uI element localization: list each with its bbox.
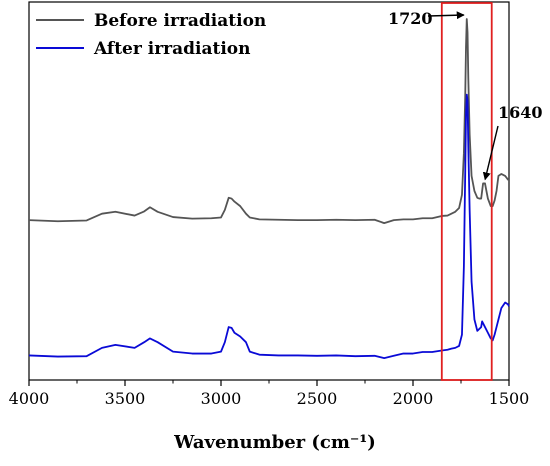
x-tick-label-3500: 3500 [105, 389, 146, 408]
annotation-1640-label: 1640 [498, 103, 543, 122]
annotation-1640-arrow [482, 125, 499, 181]
annotation-1720-arrow [427, 11, 465, 20]
series-line-before [28, 18, 509, 225]
highlight-box [440, 2, 493, 381]
x-axis: 4000 3500 3000 2500 2000 1500 [9, 380, 530, 408]
legend: Before irradiation After irradiation [36, 11, 266, 59]
highlight-layer [440, 2, 493, 381]
legend-label-before: Before irradiation [94, 11, 266, 31]
annotation-1720-label: 1720 [388, 9, 433, 28]
x-tick-label-3000: 3000 [201, 389, 242, 408]
series-layer [28, 18, 510, 359]
series-line-after [28, 93, 510, 359]
x-tick-label-2500: 2500 [297, 389, 338, 408]
x-tick-label-1500: 1500 [489, 389, 530, 408]
x-axis-title: Wavenumber (cm⁻¹) [173, 432, 376, 453]
x-tick-label-4000: 4000 [9, 389, 50, 408]
x-tick-label-2000: 2000 [393, 389, 434, 408]
legend-label-after: After irradiation [93, 39, 251, 59]
annotations: 1720 1640 [388, 9, 543, 181]
